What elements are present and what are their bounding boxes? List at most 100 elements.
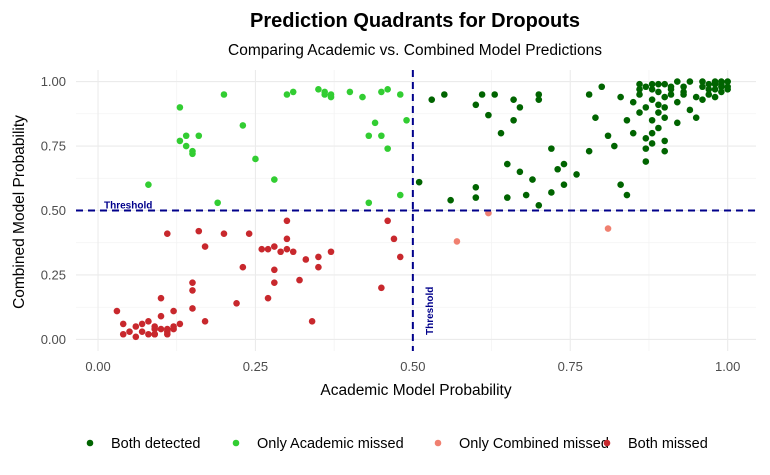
point-both-detected <box>680 91 687 98</box>
point-both-detected <box>655 80 662 88</box>
point-both-detected <box>673 78 681 85</box>
point-both-detected <box>478 91 486 98</box>
point-both-detected <box>661 147 669 155</box>
point-both-missed <box>163 325 171 333</box>
point-only-academic-missed <box>289 88 297 96</box>
y-axis-ticks: 0.00 0.25 0.50 0.75 1.00 <box>41 74 66 347</box>
legend-label-only-academic-missed: Only Academic missed <box>257 436 404 452</box>
legend-key-only-combined-missed <box>434 439 442 447</box>
point-only-academic-missed <box>384 86 391 93</box>
point-only-academic-missed <box>182 142 190 150</box>
point-both-detected <box>661 104 669 111</box>
point-only-academic-missed <box>145 181 152 189</box>
point-both-detected <box>661 114 669 121</box>
point-both-missed <box>258 245 266 253</box>
point-both-detected <box>629 98 637 106</box>
point-both-detected <box>692 93 700 101</box>
point-both-detected <box>724 78 731 85</box>
point-both-missed <box>283 245 291 253</box>
point-both-detected <box>661 93 669 101</box>
point-only-academic-missed <box>327 93 335 101</box>
y-tick-label: 1.00 <box>41 74 66 89</box>
point-both-missed <box>289 248 297 256</box>
point-both-missed <box>396 253 404 261</box>
point-only-academic-missed <box>176 104 184 111</box>
point-both-detected <box>623 191 631 199</box>
point-both-detected <box>705 86 713 93</box>
point-both-detected <box>516 104 524 111</box>
chart-subtitle: Comparing Academic vs. Combined Model Pr… <box>228 42 602 59</box>
point-only-academic-missed <box>271 176 278 183</box>
point-both-detected <box>503 194 511 201</box>
point-both-detected <box>585 91 593 98</box>
point-both-missed <box>390 235 398 243</box>
legend-label-both-detected: Both detected <box>111 436 201 452</box>
point-both-detected <box>548 189 555 196</box>
point-both-detected <box>642 83 650 91</box>
point-only-academic-missed <box>195 132 203 140</box>
point-both-detected <box>548 145 555 152</box>
point-both-missed <box>189 287 196 294</box>
point-both-detected <box>667 86 675 93</box>
point-both-detected <box>692 114 700 121</box>
point-both-missed <box>170 307 177 315</box>
point-both-detected <box>648 140 656 147</box>
point-only-academic-missed <box>189 147 196 155</box>
point-both-detected <box>623 116 631 124</box>
point-only-academic-missed <box>365 199 373 207</box>
point-both-missed <box>264 245 272 253</box>
point-both-detected <box>617 181 624 189</box>
point-both-missed <box>132 323 140 330</box>
point-both-detected <box>711 86 719 93</box>
point-only-academic-missed <box>239 122 247 129</box>
point-both-detected <box>447 196 454 204</box>
point-both-detected <box>705 80 713 88</box>
legend-key-only-academic-missed <box>232 439 240 447</box>
point-both-missed <box>384 217 391 225</box>
point-both-detected <box>585 147 593 155</box>
x-tick-label: 0.00 <box>85 359 110 374</box>
point-both-missed <box>189 305 196 312</box>
point-only-academic-missed <box>396 91 404 98</box>
point-both-detected <box>535 96 543 103</box>
point-both-missed <box>283 217 291 225</box>
point-both-detected <box>699 83 706 91</box>
point-both-missed <box>163 230 171 238</box>
point-both-missed <box>151 330 159 338</box>
point-both-detected <box>629 129 637 137</box>
point-both-detected <box>573 171 580 178</box>
point-both-detected <box>724 86 731 93</box>
point-only-academic-missed <box>403 116 410 124</box>
point-both-detected <box>648 80 656 88</box>
y-tick-label: 0.00 <box>41 332 66 347</box>
point-only-academic-missed <box>359 93 366 101</box>
point-both-detected <box>636 86 643 93</box>
legend-label-both-missed: Both missed <box>628 436 708 452</box>
point-only-academic-missed <box>396 191 404 199</box>
point-both-detected <box>611 142 618 150</box>
point-only-academic-missed <box>378 132 385 140</box>
point-both-missed <box>233 300 240 307</box>
point-only-academic-missed <box>371 119 379 127</box>
point-only-academic-missed <box>346 88 354 96</box>
point-both-detected <box>673 119 681 127</box>
point-both-detected <box>642 104 650 111</box>
point-both-detected <box>636 91 643 98</box>
point-both-detected <box>485 111 492 119</box>
point-both-detected <box>598 83 606 91</box>
point-both-detected <box>655 124 662 132</box>
point-both-detected <box>686 78 694 85</box>
legend-key-both-detected <box>86 439 94 447</box>
point-only-academic-missed <box>176 137 184 145</box>
point-both-detected <box>535 202 543 209</box>
threshold-lines <box>76 70 756 351</box>
point-both-detected <box>560 181 568 189</box>
point-both-missed <box>132 333 140 341</box>
point-both-detected <box>661 137 669 145</box>
point-both-detected <box>554 165 561 173</box>
point-both-detected <box>428 96 436 103</box>
point-both-detected <box>648 86 656 93</box>
point-both-detected <box>503 160 511 168</box>
point-both-detected <box>510 116 517 124</box>
point-both-detected <box>718 78 725 85</box>
